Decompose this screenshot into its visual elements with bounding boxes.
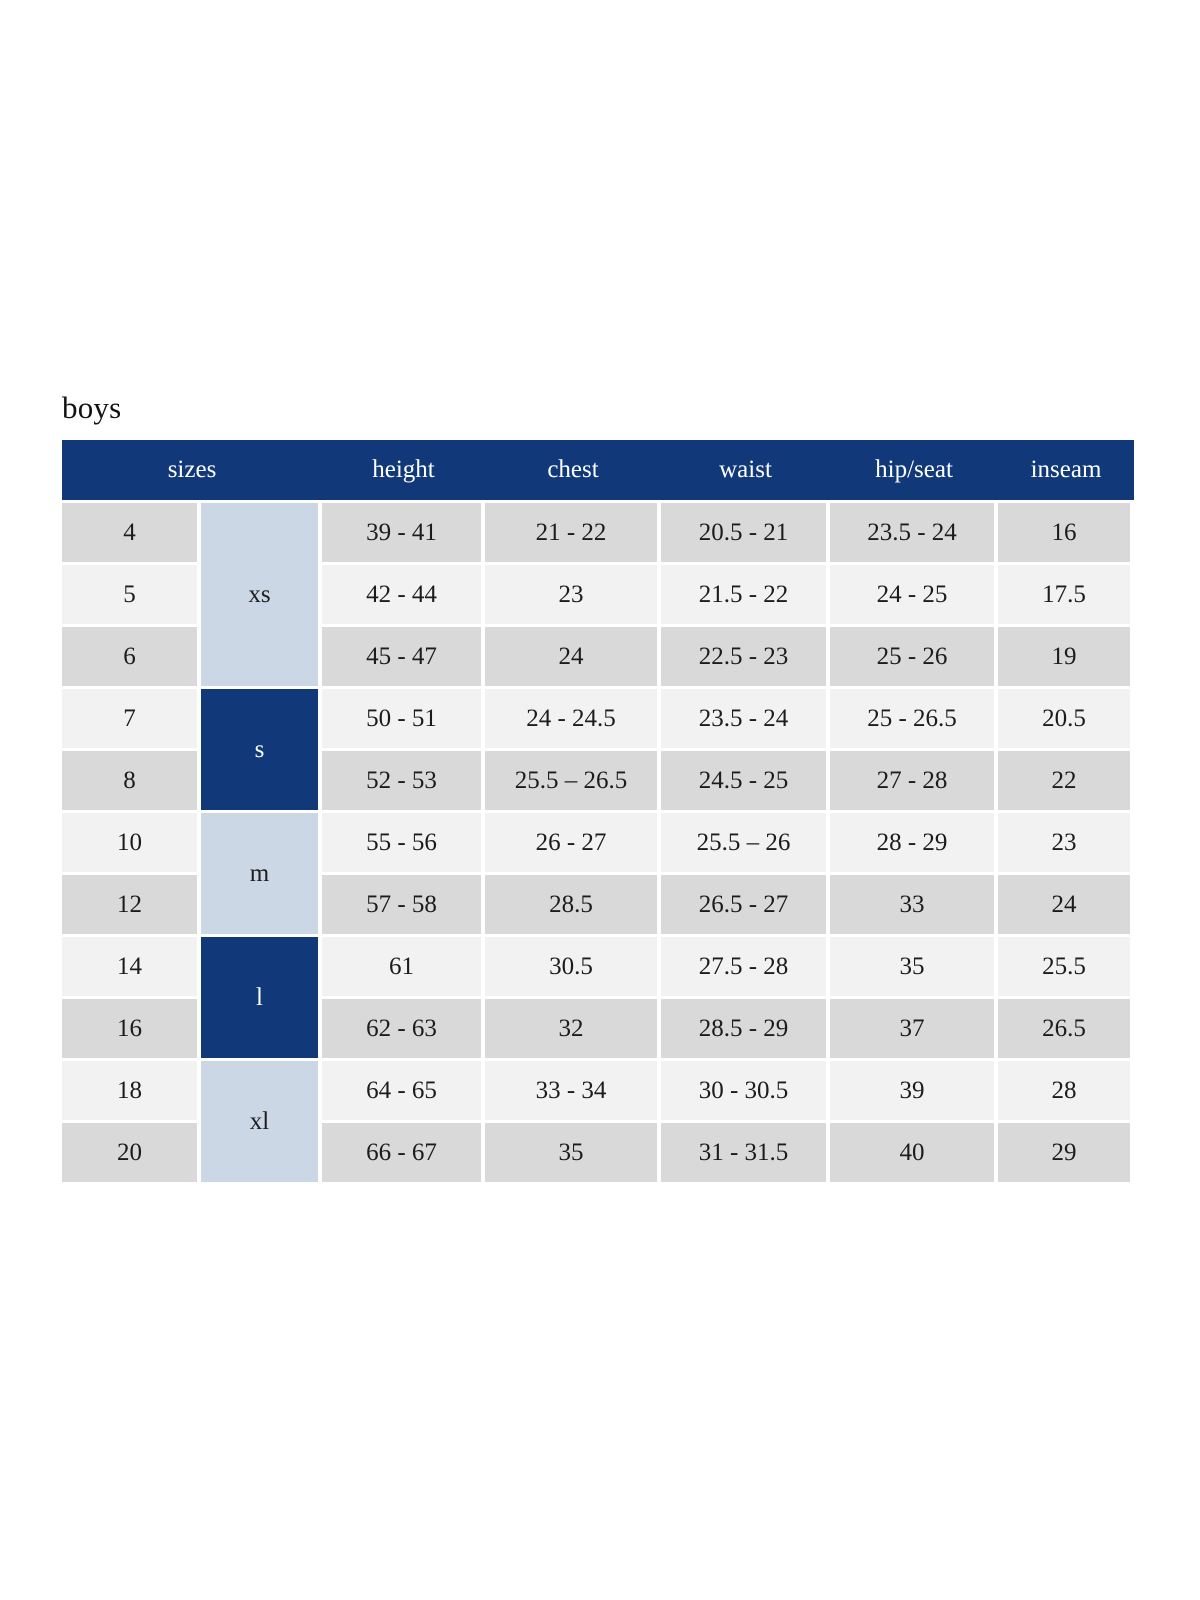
inseam-cell: 22 — [998, 748, 1135, 810]
size-cell: 14 — [62, 934, 201, 996]
table-row-size-16: 16 62 - 63 32 28.5 - 29 37 26.5 — [62, 996, 1135, 1058]
waist-cell: 22.5 - 23 — [661, 624, 831, 686]
chest-cell: 35 — [485, 1120, 662, 1182]
size-group-cell-l: l — [201, 934, 323, 1058]
table-row-size-7: 7 s 50 - 51 24 - 24.5 23.5 - 24 25 - 26.… — [62, 686, 1135, 810]
size-cell: 7 — [62, 686, 201, 748]
inseam-cell: 20.5 — [998, 686, 1135, 748]
table-row-size-10: 10 m 55 - 56 26 - 27 25.5 – 26 28 - 29 2… — [62, 810, 1135, 934]
waist-cell: 28.5 - 29 — [661, 996, 831, 1058]
table-header-row: sizes height chest waist hip/seat inseam — [62, 440, 1135, 500]
table-row-size-6: 6 45 - 47 24 22.5 - 23 25 - 26 19 — [62, 624, 1135, 686]
column-header-sizes: sizes — [62, 440, 323, 500]
table-row-size-5: 5 42 - 44 23 21.5 - 22 24 - 25 17.5 — [62, 562, 1135, 624]
hip-seat-cell: 25 - 26.5 — [830, 686, 999, 748]
table-row-size-14: 14 l 61 30.5 27.5 - 28 35 25.5 — [62, 934, 1135, 1058]
waist-cell: 30 - 30.5 — [661, 1058, 831, 1120]
size-group-cell-m: m — [201, 810, 323, 934]
waist-cell: 23.5 - 24 — [661, 686, 831, 748]
chest-cell: 24 - 24.5 — [485, 686, 662, 748]
inseam-cell: 29 — [998, 1120, 1135, 1182]
column-header-height: height — [322, 440, 486, 500]
height-cell: 61 — [322, 934, 486, 996]
size-cell: 12 — [62, 872, 201, 934]
hip-seat-cell: 23.5 - 24 — [830, 500, 999, 562]
column-header-inseam: inseam — [998, 440, 1135, 500]
hip-seat-cell: 39 — [830, 1058, 999, 1120]
hip-seat-cell: 37 — [830, 996, 999, 1058]
waist-cell: 26.5 - 27 — [661, 872, 831, 934]
waist-cell: 20.5 - 21 — [661, 500, 831, 562]
size-cell: 6 — [62, 624, 201, 686]
chest-cell: 24 — [485, 624, 662, 686]
size-cell: 4 — [62, 500, 201, 562]
table-row-size-18: 18 xl 64 - 65 33 - 34 30 - 30.5 39 28 — [62, 1058, 1135, 1182]
inseam-cell: 25.5 — [998, 934, 1135, 996]
boys-size-chart-table: sizes height chest waist hip/seat inseam… — [62, 440, 1135, 1182]
chest-cell: 21 - 22 — [485, 500, 662, 562]
page-title: boys — [62, 390, 122, 425]
chest-cell: 30.5 — [485, 934, 662, 996]
table-row-size-4: 4 xs 39 - 41 21 - 22 20.5 - 21 23.5 - 24… — [62, 500, 1135, 686]
hip-seat-cell: 40 — [830, 1120, 999, 1182]
chest-cell: 33 - 34 — [485, 1058, 662, 1120]
height-cell: 66 - 67 — [322, 1120, 486, 1182]
column-header-waist: waist — [661, 440, 831, 500]
height-cell: 52 - 53 — [322, 748, 486, 810]
size-cell: 5 — [62, 562, 201, 624]
chest-cell: 32 — [485, 996, 662, 1058]
size-cell: 8 — [62, 748, 201, 810]
size-cell: 16 — [62, 996, 201, 1058]
table-row-size-8: 8 52 - 53 25.5 – 26.5 24.5 - 25 27 - 28 … — [62, 748, 1135, 810]
chest-cell: 23 — [485, 562, 662, 624]
column-header-chest: chest — [485, 440, 662, 500]
height-cell: 42 - 44 — [322, 562, 486, 624]
hip-seat-cell: 27 - 28 — [830, 748, 999, 810]
waist-cell: 21.5 - 22 — [661, 562, 831, 624]
height-cell: 64 - 65 — [322, 1058, 486, 1120]
size-group-cell-s: s — [201, 686, 323, 810]
height-cell: 55 - 56 — [322, 810, 486, 872]
inseam-cell: 19 — [998, 624, 1135, 686]
inseam-cell: 16 — [998, 500, 1135, 562]
waist-cell: 27.5 - 28 — [661, 934, 831, 996]
inseam-cell: 23 — [998, 810, 1135, 872]
inseam-cell: 28 — [998, 1058, 1135, 1120]
waist-cell: 25.5 – 26 — [661, 810, 831, 872]
waist-cell: 31 - 31.5 — [661, 1120, 831, 1182]
height-cell: 57 - 58 — [322, 872, 486, 934]
chest-cell: 28.5 — [485, 872, 662, 934]
size-group-cell-xl: xl — [201, 1058, 323, 1182]
chest-cell: 25.5 – 26.5 — [485, 748, 662, 810]
inseam-cell: 17.5 — [998, 562, 1135, 624]
waist-cell: 24.5 - 25 — [661, 748, 831, 810]
size-cell: 18 — [62, 1058, 201, 1120]
height-cell: 39 - 41 — [322, 500, 486, 562]
size-group-cell-xs: xs — [201, 500, 323, 686]
hip-seat-cell: 25 - 26 — [830, 624, 999, 686]
hip-seat-cell: 28 - 29 — [830, 810, 999, 872]
table-row-size-20: 20 66 - 67 35 31 - 31.5 40 29 — [62, 1120, 1135, 1182]
size-cell: 20 — [62, 1120, 201, 1182]
column-header-hip-seat: hip/seat — [830, 440, 999, 500]
hip-seat-cell: 33 — [830, 872, 999, 934]
hip-seat-cell: 24 - 25 — [830, 562, 999, 624]
inseam-cell: 26.5 — [998, 996, 1135, 1058]
height-cell: 45 - 47 — [322, 624, 486, 686]
table-row-size-12: 12 57 - 58 28.5 26.5 - 27 33 24 — [62, 872, 1135, 934]
inseam-cell: 24 — [998, 872, 1135, 934]
chest-cell: 26 - 27 — [485, 810, 662, 872]
hip-seat-cell: 35 — [830, 934, 999, 996]
height-cell: 62 - 63 — [322, 996, 486, 1058]
size-cell: 10 — [62, 810, 201, 872]
height-cell: 50 - 51 — [322, 686, 486, 748]
